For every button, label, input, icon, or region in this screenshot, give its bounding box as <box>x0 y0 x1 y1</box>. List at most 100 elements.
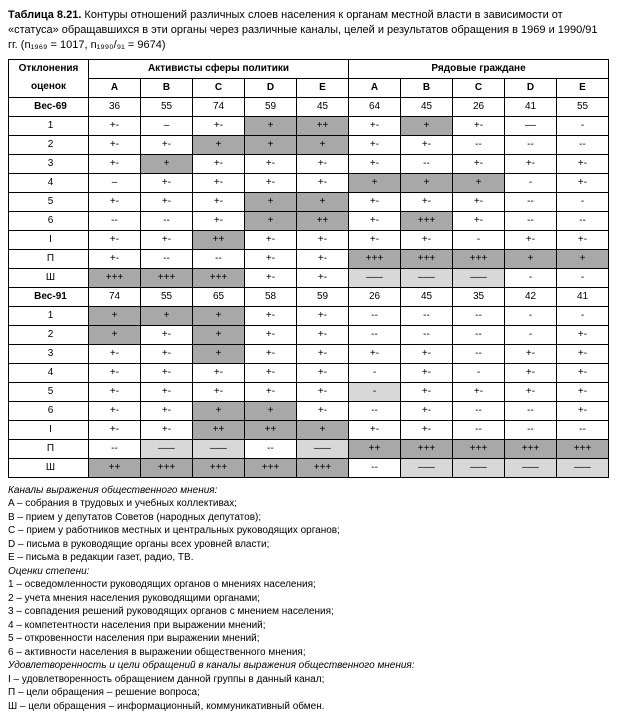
cell: +++ <box>401 439 453 458</box>
cell: 26 <box>453 97 505 116</box>
cell: +- <box>141 135 193 154</box>
cell: – <box>89 173 141 192</box>
legend-line: 2 – учета мнения населения руководящими … <box>8 592 609 606</box>
legend-line: Ш – цели обращения – информационный, ком… <box>8 700 609 714</box>
cell: ++ <box>193 230 245 249</box>
cell: +- <box>505 363 557 382</box>
cell: +- <box>505 230 557 249</box>
table-row: П+-----+-+-+++++++++++ <box>9 249 609 268</box>
row-label: I <box>9 230 89 249</box>
row-label: Вес-69 <box>9 97 89 116</box>
cell: + <box>505 249 557 268</box>
row-label: 3 <box>9 154 89 173</box>
cell: +++ <box>453 439 505 458</box>
row-label: Вес-91 <box>9 287 89 306</box>
cell: +- <box>245 363 297 382</box>
cell: +- <box>297 154 349 173</box>
head-rowlabel-l2: оценок <box>9 78 89 97</box>
cell: + <box>401 116 453 135</box>
col-D1: D <box>245 78 297 97</box>
cell: +- <box>453 382 505 401</box>
cell: +- <box>89 401 141 420</box>
cell: +- <box>349 230 401 249</box>
col-A2: A <box>349 78 401 97</box>
cell: -- <box>141 211 193 230</box>
table-row: 1+-–+-++++-++-––- <box>9 116 609 135</box>
cell: + <box>245 211 297 230</box>
cell: ––– <box>193 439 245 458</box>
cell: - <box>453 363 505 382</box>
cell: + <box>245 116 297 135</box>
cell: ++ <box>297 116 349 135</box>
table-row: 2++-++-+--------+- <box>9 325 609 344</box>
row-label: 1 <box>9 116 89 135</box>
cell: +++ <box>193 268 245 287</box>
col-B1: B <box>141 78 193 97</box>
cell: +- <box>297 230 349 249</box>
cell: 36 <box>89 97 141 116</box>
cell: +++ <box>557 439 609 458</box>
cell: -- <box>401 154 453 173</box>
table-row: 1++++-+--------- <box>9 306 609 325</box>
cell: +- <box>557 344 609 363</box>
cell: -- <box>401 306 453 325</box>
cell: +- <box>141 230 193 249</box>
row-label: Ш <box>9 268 89 287</box>
cell: +++ <box>453 249 505 268</box>
cell: - <box>453 230 505 249</box>
cell: ––– <box>349 268 401 287</box>
cell: 35 <box>453 287 505 306</box>
cell: ––– <box>297 439 349 458</box>
cell: +- <box>245 382 297 401</box>
cell: +++ <box>349 249 401 268</box>
cell: – <box>141 116 193 135</box>
cell: -- <box>453 344 505 363</box>
cell: +- <box>453 192 505 211</box>
cell: 55 <box>141 287 193 306</box>
cell: +- <box>557 173 609 192</box>
cell: -- <box>505 192 557 211</box>
cell: -- <box>245 439 297 458</box>
cell: +- <box>89 230 141 249</box>
table-row: 5+-+-+-+-+--+-+-+-+- <box>9 382 609 401</box>
cell: +- <box>401 420 453 439</box>
row-label: П <box>9 439 89 458</box>
legend-line: A – собрания в трудовых и учебных коллек… <box>8 497 609 511</box>
cell: 59 <box>245 97 297 116</box>
cell: 58 <box>245 287 297 306</box>
head-group-activists: Активисты сферы политики <box>89 59 349 78</box>
head-group-citizens: Рядовые граждане <box>349 59 609 78</box>
cell: ++ <box>89 458 141 477</box>
cell: +- <box>89 249 141 268</box>
cell: -- <box>505 211 557 230</box>
cell: +- <box>193 382 245 401</box>
cell: +- <box>141 420 193 439</box>
legend: Каналы выражения общественного мнения: A… <box>8 484 609 714</box>
cell: +- <box>349 192 401 211</box>
row-label: 5 <box>9 382 89 401</box>
cell: -- <box>349 401 401 420</box>
cell: -- <box>349 306 401 325</box>
row-label: П <box>9 249 89 268</box>
cell: +- <box>89 382 141 401</box>
cell: + <box>557 249 609 268</box>
cell: +- <box>453 154 505 173</box>
table-row: Ш++++++++++++++--–––––––––––– <box>9 458 609 477</box>
cell: - <box>557 268 609 287</box>
table-row: Вес-9174556558592645354241 <box>9 287 609 306</box>
cell: - <box>557 306 609 325</box>
cell: 45 <box>401 97 453 116</box>
table-row: 3+-++-+-+-+---+-+-+- <box>9 154 609 173</box>
table-number: Таблица 8.21. <box>8 9 81 21</box>
cell: - <box>349 382 401 401</box>
cell: 64 <box>349 97 401 116</box>
cell: +- <box>141 401 193 420</box>
cell: 41 <box>505 97 557 116</box>
cell: +- <box>193 116 245 135</box>
cell: 74 <box>193 97 245 116</box>
cell: ––– <box>401 268 453 287</box>
cell: +- <box>245 268 297 287</box>
cell: + <box>453 173 505 192</box>
cell: +- <box>557 325 609 344</box>
table-row: 6+-+-+++---+-----+- <box>9 401 609 420</box>
